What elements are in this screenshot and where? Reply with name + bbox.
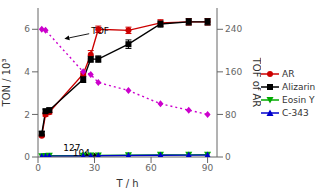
html-text:Alizarin: Alizarin [282, 81, 316, 92]
svg-text:TON / 10³: TON / 10³ [8, 59, 12, 108]
svg-text:90: 90 [202, 163, 214, 173]
svg-text:80: 80 [225, 110, 237, 120]
svg-text:TOF: TOF [90, 26, 109, 36]
svg-text:30: 30 [89, 163, 101, 173]
svg-text:160: 160 [225, 67, 242, 77]
svg-text:240: 240 [225, 24, 242, 34]
svg-text:60: 60 [145, 163, 157, 173]
svg-text:TOF of AR: TOF of AR [251, 57, 261, 108]
svg-text:4: 4 [24, 67, 30, 77]
html-text:C-343: C-343 [282, 107, 309, 118]
svg-text:2: 2 [24, 110, 30, 120]
svg-text:T / h: T / h [115, 178, 138, 189]
svg-text:104: 104 [72, 148, 90, 159]
html-text:AR: AR [282, 68, 295, 79]
svg-text:0: 0 [35, 163, 41, 173]
svg-text:0: 0 [225, 152, 231, 162]
svg-text:0: 0 [24, 152, 30, 162]
html-text:Eosin Y: Eosin Y [282, 94, 315, 105]
svg-text:6: 6 [24, 24, 30, 34]
